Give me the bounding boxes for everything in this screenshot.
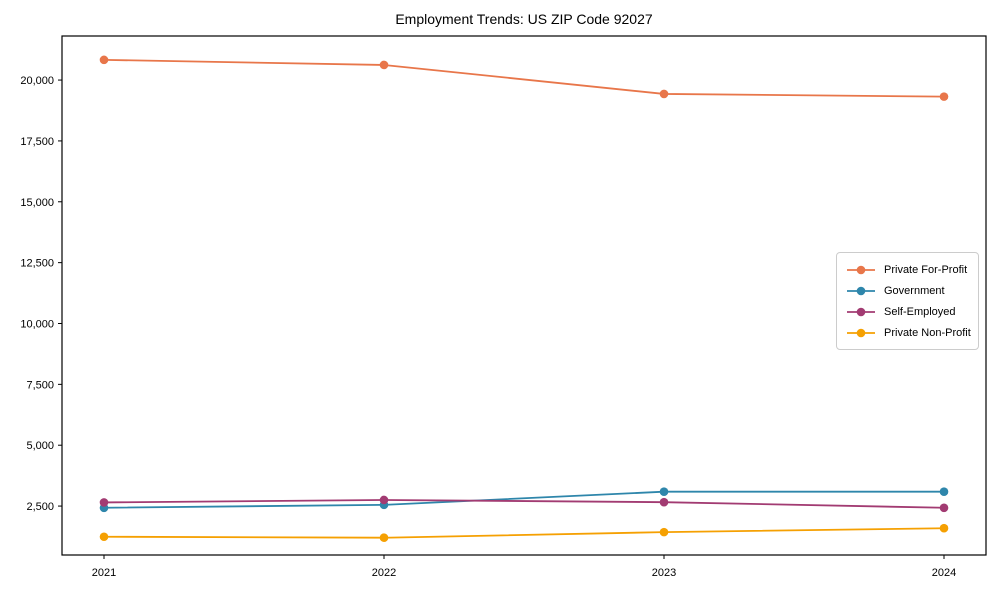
legend-marker-icon bbox=[847, 328, 875, 337]
legend-marker-icon bbox=[847, 307, 875, 316]
y-tick-label: 7,500 bbox=[26, 379, 54, 391]
data-point bbox=[659, 527, 669, 537]
y-tick-label: 2,500 bbox=[26, 501, 54, 513]
data-point bbox=[659, 89, 669, 99]
series-line-private-non-profit bbox=[103, 527, 945, 539]
y-tick-label: 5,000 bbox=[26, 440, 54, 452]
y-tick-label: 12,500 bbox=[20, 258, 54, 270]
axis-frame bbox=[61, 35, 987, 556]
data-point bbox=[939, 523, 949, 533]
legend-item-private-for-profit: Private For-Profit bbox=[846, 259, 970, 280]
x-tick-label: 2024 bbox=[932, 567, 956, 579]
legend-label: Government bbox=[884, 284, 945, 297]
x-tick-label: 2021 bbox=[92, 567, 116, 579]
legend-item-self-employed: Self-Employed bbox=[846, 301, 970, 322]
series-line-private-for-profit bbox=[103, 58, 945, 98]
data-point bbox=[379, 60, 389, 70]
data-point bbox=[939, 92, 949, 101]
chart-title: Employment Trends: US ZIP Code 92027 bbox=[395, 11, 653, 27]
data-point bbox=[659, 487, 669, 497]
legend-label: Private For-Profit bbox=[884, 263, 968, 276]
legend-item-private-non-profit: Private Non-Profit bbox=[846, 322, 971, 343]
series-line-self-employed bbox=[103, 499, 945, 509]
data-point bbox=[939, 487, 949, 497]
data-point bbox=[99, 498, 109, 507]
legend-label: Self-Employed bbox=[884, 305, 956, 318]
legend-item-government: Government bbox=[846, 280, 970, 301]
legend-label: Private Non-Profit bbox=[884, 326, 971, 339]
data-point bbox=[99, 532, 109, 542]
legend: Private For-Profit Government Self-Employe… bbox=[836, 252, 979, 350]
data-point bbox=[379, 495, 389, 505]
data-point bbox=[659, 497, 669, 507]
legend-marker-icon bbox=[847, 265, 875, 274]
y-tick-label: 10,000 bbox=[20, 318, 54, 330]
data-point bbox=[99, 55, 109, 65]
y-tick-label: 20,000 bbox=[20, 75, 54, 87]
y-tick-label: 15,000 bbox=[20, 197, 54, 209]
x-tick-label: 2023 bbox=[652, 567, 676, 579]
data-point bbox=[939, 503, 949, 513]
y-tick-label: 17,500 bbox=[20, 136, 54, 148]
legend-marker-icon bbox=[847, 286, 875, 295]
series-line-government bbox=[103, 490, 944, 509]
data-point bbox=[379, 533, 389, 543]
x-tick-label: 2022 bbox=[372, 567, 396, 579]
